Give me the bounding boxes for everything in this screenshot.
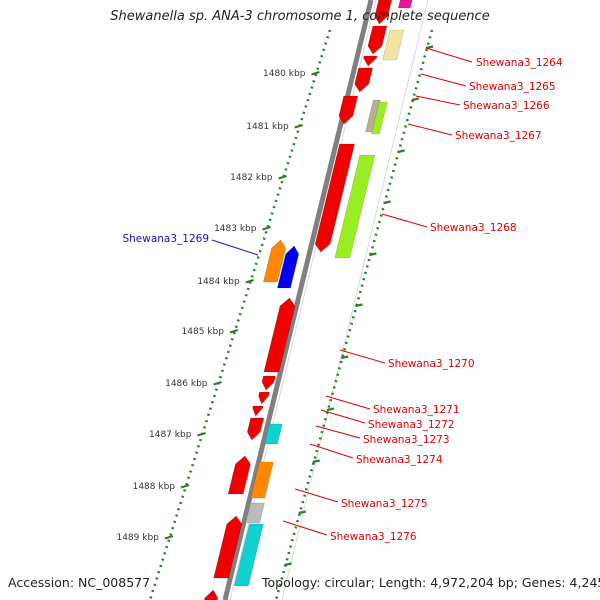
gene-cds-arrow xyxy=(354,67,373,93)
ruler-tick xyxy=(278,174,287,180)
gene-label: Shewana3_1276 xyxy=(330,531,417,543)
ruler-tick-label: 1487 kbp xyxy=(149,430,192,440)
ruler-tick xyxy=(311,70,320,76)
gene-cds-arrow xyxy=(213,515,243,579)
gene-cds-arrow xyxy=(263,297,296,373)
gene-cds-arrow xyxy=(258,391,270,405)
gene-label: Shewana3_1270 xyxy=(388,358,475,370)
gene-callout-line xyxy=(315,425,361,439)
gene-label: Shewana3_1268 xyxy=(430,222,517,234)
gene-callout-line xyxy=(211,239,259,256)
ruler-tick-label: 1489 kbp xyxy=(116,533,159,543)
ruler-right-tick xyxy=(341,355,349,360)
gene-callout-line xyxy=(415,95,461,106)
gene-block xyxy=(334,154,376,259)
gene-cds-arrow xyxy=(246,417,265,441)
gene-block xyxy=(233,523,264,587)
ruler-right-tick xyxy=(369,252,377,257)
gene-callout-line xyxy=(309,443,354,459)
backbone xyxy=(222,0,374,600)
ruler-right-tick xyxy=(284,562,292,567)
ruler-right-tick xyxy=(397,149,405,154)
gene-callout-line xyxy=(320,409,366,424)
gene-callout-line xyxy=(420,73,467,87)
ruler-tick xyxy=(294,123,304,129)
gene-label: Shewana3_1275 xyxy=(341,498,428,510)
gene-label: Shewana3_1272 xyxy=(368,419,455,431)
ruler-tick-label: 1481 kbp xyxy=(246,122,289,132)
map-title: Shewanella sp. ANA-3 chromosome 1, compl… xyxy=(110,9,490,24)
gene-callout-line xyxy=(282,520,328,536)
gene-label: Shewana3_1265 xyxy=(469,81,556,93)
gene-callout-line xyxy=(294,488,339,503)
gene-block xyxy=(250,461,274,499)
gene-label: Shewana3_1273 xyxy=(363,434,450,446)
gene-callout-line xyxy=(339,349,386,364)
ruler-right-tick xyxy=(326,407,335,412)
gene-label: Shewana3_1266 xyxy=(463,100,550,112)
gene-label: Shewana3_1267 xyxy=(455,130,542,142)
gene-cds-arrow xyxy=(252,405,264,417)
gene-cds-arrow xyxy=(363,55,378,67)
ruler-right-tick xyxy=(298,510,307,515)
ruler-tick-label: 1480 kbp xyxy=(263,69,306,79)
gene-label: Shewana3_1271 xyxy=(373,404,460,416)
ruler-tick-label: 1488 kbp xyxy=(133,482,176,492)
ruler-tick-label: 1486 kbp xyxy=(165,379,208,389)
gene-cds-arrow xyxy=(261,375,276,391)
ruler-tick xyxy=(229,328,239,334)
gene-callout-line xyxy=(325,395,371,410)
ruler-right-tick xyxy=(355,303,363,308)
gene-label: Shewana3_1274 xyxy=(356,454,443,466)
ruler-tick xyxy=(213,380,222,386)
gene-block xyxy=(245,502,265,524)
ruler-tick-label: 1484 kbp xyxy=(197,277,240,287)
ruler-right-tick xyxy=(383,200,391,205)
gene-callout-line xyxy=(425,47,473,63)
gene-cds-arrow xyxy=(314,143,355,253)
ruler-tick-label: 1483 kbp xyxy=(214,224,257,234)
ruler-tick xyxy=(164,534,174,540)
ruler-tick xyxy=(180,483,190,489)
gene-cds-arrow xyxy=(338,95,359,125)
gene-label: Shewana3_1269 xyxy=(122,233,209,245)
gene-block xyxy=(371,101,388,135)
topology-text: Topology: circular; Length: 4,972,204 bp… xyxy=(262,575,600,590)
accession-text: Accession: NC_008577 xyxy=(8,575,151,590)
ruler-right-tick xyxy=(425,45,434,50)
ruler-right-tick xyxy=(312,459,320,464)
guide-line-right xyxy=(281,0,429,600)
gene-cds-arrow xyxy=(374,0,393,25)
ruler-tick-label: 1482 kbp xyxy=(230,173,273,183)
ruler-right-tick xyxy=(411,97,420,102)
gene-cds-arrow xyxy=(203,589,219,600)
ruler-tick xyxy=(197,431,206,437)
ruler-tick-label: 1485 kbp xyxy=(182,327,225,337)
gene-block xyxy=(397,0,413,9)
gene-label: Shewana3_1264 xyxy=(476,57,563,69)
gene-cds-arrow xyxy=(263,239,287,283)
ruler-tick xyxy=(262,225,271,231)
gene-callout-line xyxy=(381,213,428,228)
gene-callout-line xyxy=(407,123,453,136)
gene-cds-arrow xyxy=(367,25,388,55)
gene-cds-arrow xyxy=(277,245,300,289)
ruler-tick xyxy=(245,278,255,284)
gene-block xyxy=(382,29,405,61)
gene-block xyxy=(263,423,283,445)
gene-cds-arrow xyxy=(227,455,251,495)
